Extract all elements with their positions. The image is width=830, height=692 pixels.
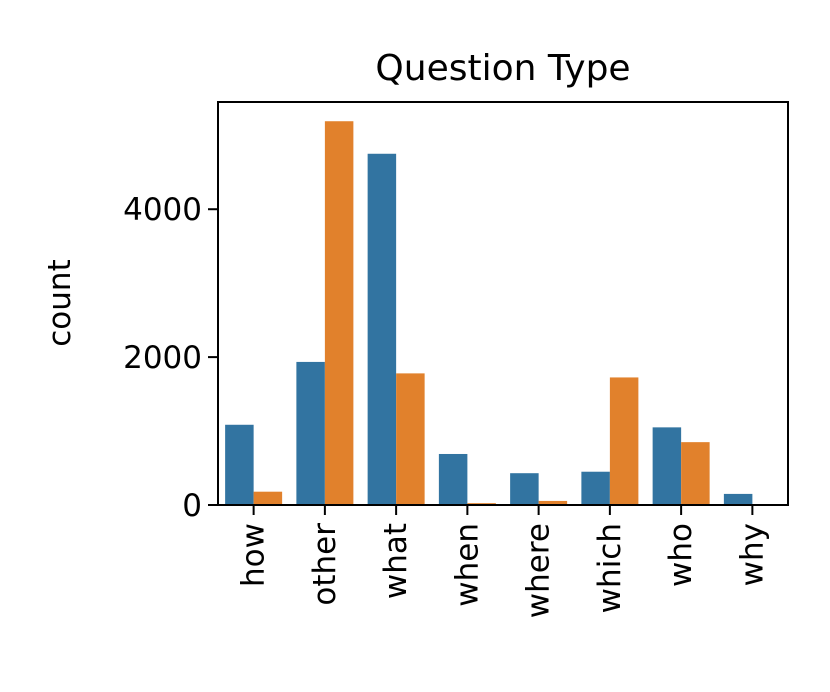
- bar-where-series-1: [510, 473, 539, 505]
- x-tick-label-who: who: [663, 523, 699, 587]
- x-axis-ticks: how other what when where which who why: [236, 505, 770, 618]
- bar-who-series-1: [652, 427, 682, 505]
- x-tick-label-when: when: [449, 523, 485, 607]
- bar-what-series-2: [396, 373, 425, 505]
- bar-where-series-2: [538, 500, 568, 505]
- chart-title: Question Type: [375, 48, 630, 89]
- x-tick-label-other: other: [307, 523, 343, 606]
- y-axis-label: count: [42, 259, 78, 346]
- y-tick-label: 0: [182, 488, 202, 524]
- y-axis-ticks: 0 2000 4000: [123, 192, 218, 524]
- bar-who-series-2: [681, 442, 710, 505]
- bar-why-series-1: [723, 493, 753, 505]
- plot-frame: [217, 101, 789, 506]
- y-tick-label: 4000: [123, 192, 202, 228]
- bar-when-series-1: [438, 453, 468, 505]
- x-tick-label-what: what: [378, 523, 414, 599]
- x-tick-label-where: where: [521, 523, 557, 618]
- bar-which-series-2: [609, 377, 639, 505]
- bar-other-series-2: [324, 121, 354, 505]
- x-tick-label-how: how: [236, 523, 272, 587]
- bars-group: [225, 121, 753, 505]
- bar-how-series-1: [225, 424, 254, 505]
- bar-which-series-1: [581, 471, 610, 505]
- y-tick-label: 2000: [123, 340, 202, 376]
- bar-other-series-1: [296, 361, 325, 505]
- bar-what-series-1: [367, 153, 397, 505]
- x-tick-label-why: why: [734, 523, 770, 586]
- bar-how-series-2: [253, 491, 283, 505]
- x-tick-label-which: which: [592, 523, 628, 613]
